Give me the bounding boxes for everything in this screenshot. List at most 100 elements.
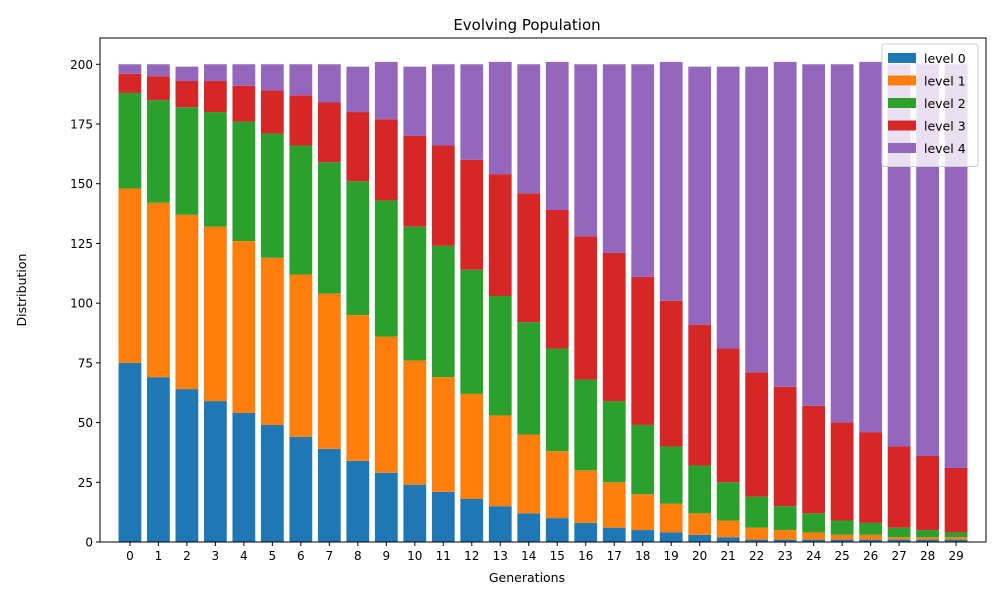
bar-gen-23-level-0: [773, 539, 797, 542]
bar-gen-14-level-0: [517, 513, 541, 542]
bar-gen-11-level-4: [431, 64, 455, 146]
bar-gen-22-level-2: [745, 496, 769, 528]
bar-gen-8-level-2: [346, 181, 370, 316]
bar-gen-3-level-2: [203, 112, 227, 227]
bar-gen-4-level-3: [232, 85, 256, 122]
bar-gen-27-level-1: [887, 537, 911, 540]
bar-gen-28-level-1: [916, 537, 939, 540]
bar-gen-27-level-3: [887, 446, 911, 528]
bar-gen-23-level-1: [773, 530, 797, 540]
bar-gen-15-level-3: [545, 209, 569, 349]
bar-gen-11-level-3: [431, 145, 455, 246]
bar-gen-6-level-2: [289, 145, 313, 275]
bar-gen-7-level-4: [317, 64, 341, 103]
legend-swatch: [888, 143, 916, 153]
x-tick-label: 0: [126, 549, 134, 563]
bar-gen-0-level-0: [118, 362, 142, 542]
legend-swatch: [888, 75, 916, 86]
bar-gen-26-level-0: [859, 539, 883, 542]
bar-gen-11-level-0: [431, 491, 455, 542]
bar-gen-29-level-1: [944, 537, 968, 540]
bars-group: [118, 61, 968, 542]
plot-frame: [99, 37, 987, 543]
bar-gen-17-level-4: [602, 64, 626, 253]
bar-gen-9-level-1: [374, 336, 398, 473]
bar-gen-22-level-3: [745, 372, 769, 497]
bar-gen-3-level-3: [203, 81, 227, 113]
bar-gen-12-level-2: [460, 269, 484, 394]
x-tick-label: 28: [920, 549, 935, 563]
bar-gen-1-level-1: [147, 202, 170, 378]
y-tick-label: 200: [70, 58, 93, 72]
bar-gen-16-level-3: [574, 236, 598, 380]
x-tick-label: 5: [269, 549, 277, 563]
bar-gen-11-level-2: [431, 245, 455, 378]
bar-gen-19-level-1: [659, 503, 683, 533]
bar-gen-26-level-1: [859, 534, 883, 540]
bar-gen-8-level-3: [346, 112, 370, 182]
bar-gen-10-level-4: [403, 66, 427, 136]
legend-box: [881, 43, 979, 167]
bar-gen-2-level-2: [175, 107, 199, 215]
bar-gen-16-level-1: [574, 470, 598, 523]
legend-label: level 2: [924, 96, 966, 111]
bar-gen-22-level-4: [745, 66, 769, 373]
bar-gen-24-level-0: [802, 539, 826, 542]
y-tick-label: 0: [85, 536, 93, 550]
x-tick-label: 26: [863, 549, 878, 563]
bar-gen-5-level-4: [260, 64, 284, 91]
x-tick-label: 21: [721, 549, 736, 563]
x-tick-label: 4: [240, 549, 248, 563]
bar-gen-16-level-0: [574, 522, 598, 542]
bar-gen-4-level-1: [232, 241, 256, 414]
legend-swatch: [888, 53, 916, 63]
bar-gen-7-level-3: [317, 102, 341, 163]
bar-gen-4-level-2: [232, 121, 256, 242]
bar-gen-2-level-0: [175, 389, 199, 542]
bar-gen-3-level-4: [203, 64, 227, 81]
x-tick-label: 27: [891, 549, 906, 563]
bar-gen-2-level-4: [175, 66, 199, 81]
bar-gen-20-level-0: [688, 534, 712, 542]
bar-gen-17-level-1: [602, 482, 626, 528]
bar-gen-1-level-2: [147, 100, 170, 203]
bar-gen-17-level-0: [602, 527, 626, 542]
bar-gen-21-level-0: [716, 537, 740, 542]
chart-title: Evolving Population: [453, 16, 600, 34]
x-tick-label: 29: [948, 549, 963, 563]
bar-gen-27-level-2: [887, 527, 911, 538]
x-tick-label: 19: [664, 549, 679, 563]
bar-gen-14-level-2: [517, 322, 541, 435]
x-tick-label: 24: [806, 549, 821, 563]
bar-gen-8-level-0: [346, 460, 370, 542]
bar-gen-25-level-2: [830, 520, 854, 535]
bar-gen-3-level-0: [203, 401, 227, 542]
bar-gen-10-level-2: [403, 226, 427, 361]
bar-gen-24-level-3: [802, 405, 826, 514]
bar-gen-0-level-4: [118, 64, 142, 74]
x-tick-label: 10: [407, 549, 422, 563]
bar-gen-13-level-0: [488, 506, 512, 542]
bar-gen-26-level-3: [859, 432, 883, 523]
bar-gen-12-level-4: [460, 64, 484, 160]
y-tick-label: 75: [78, 356, 93, 370]
bar-gen-5-level-2: [260, 133, 284, 258]
y-tick-label: 125: [70, 237, 93, 251]
bar-gen-19-level-2: [659, 446, 683, 504]
bar-gen-27-level-0: [887, 539, 911, 542]
y-tick-label: 150: [70, 177, 93, 191]
legend-label: level 0: [924, 51, 966, 66]
x-tick-label: 9: [382, 549, 390, 563]
bar-gen-5-level-1: [260, 257, 284, 425]
bar-gen-29-level-3: [944, 467, 968, 533]
bar-gen-0-level-1: [118, 188, 142, 363]
bar-gen-2-level-1: [175, 214, 199, 390]
bar-gen-21-level-1: [716, 520, 740, 538]
legend-label: level 3: [924, 119, 966, 134]
bar-gen-11-level-1: [431, 377, 455, 492]
bar-gen-1-level-4: [147, 64, 170, 77]
x-tick-label: 16: [578, 549, 593, 563]
bar-gen-14-level-3: [517, 193, 541, 323]
bar-gen-12-level-1: [460, 393, 484, 500]
bar-gen-4-level-4: [232, 64, 256, 86]
